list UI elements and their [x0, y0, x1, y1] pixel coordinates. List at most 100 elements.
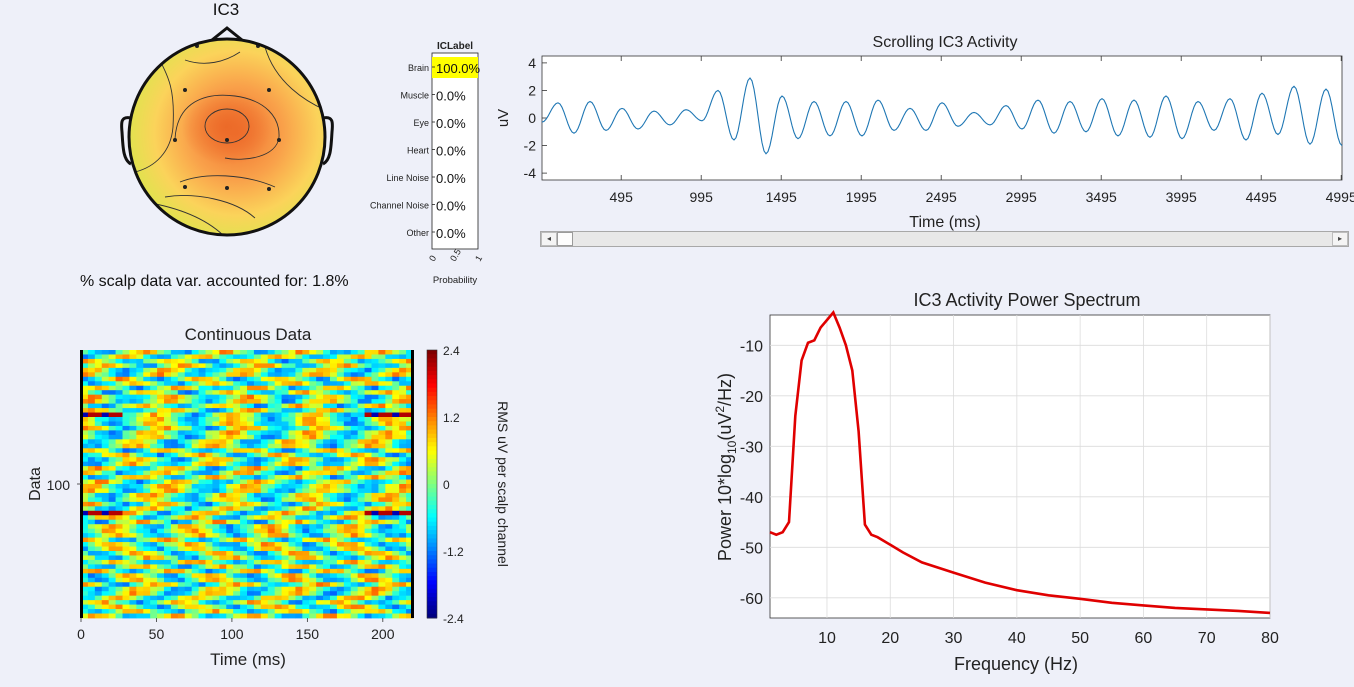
heatmap-cell [295, 568, 303, 574]
heatmap-cell [260, 577, 269, 583]
heatmap-cell [143, 533, 151, 538]
heatmap-cell [323, 533, 331, 538]
heatmap-cell [281, 452, 289, 458]
heatmap-cell [136, 488, 144, 494]
scroll-thumb[interactable] [557, 232, 573, 246]
heatmap-cell [288, 497, 296, 503]
heatmap-cell [212, 412, 220, 418]
heatmap-cell [385, 492, 393, 498]
heatmap-cell [260, 350, 269, 355]
heatmap-cell [323, 457, 331, 463]
colorbar-segment [427, 555, 437, 560]
spectrum-xtick-label: 30 [945, 630, 963, 647]
heatmap-cell [164, 484, 172, 489]
heatmap-cell [336, 358, 345, 364]
heatmap-cell [164, 376, 172, 382]
heatmap-cell [399, 430, 407, 436]
heatmap-cell [164, 430, 172, 436]
heatmap-cell [129, 461, 137, 467]
heatmap-cell [330, 350, 338, 355]
heatmap-cell [274, 367, 282, 373]
heatmap-cell [323, 488, 331, 494]
heatmap-cell [406, 582, 414, 588]
heatmap-cell [330, 528, 338, 534]
heatmap-cell [136, 448, 144, 454]
heatmap-cell [399, 417, 407, 422]
heatmap-cell [281, 613, 289, 619]
heatmap-cell [219, 528, 227, 534]
scroll-right-button[interactable]: ▸ [1332, 232, 1348, 246]
heatmap-cell [177, 417, 186, 422]
time-scrollbar[interactable]: ◂ ▸ [540, 231, 1349, 247]
heatmap-cell [143, 376, 151, 382]
colorbar-outline [426, 349, 438, 619]
heatmap-cell [233, 600, 241, 605]
iclabel-brain-bar [432, 57, 478, 78]
heatmap-cell [281, 533, 289, 538]
heatmap-cell [336, 528, 345, 534]
iclabel-category-2: Eye [413, 118, 429, 128]
heatmap-cell [198, 573, 206, 579]
heatmap-cell [350, 568, 359, 574]
heatmap-cell [288, 533, 296, 538]
heatmap-cell [226, 492, 234, 498]
heatmap-cell [392, 591, 400, 597]
heatmap-cell [150, 430, 158, 436]
heatmap-cell [212, 586, 220, 592]
heatmap-cell [87, 461, 96, 467]
heatmap-cell [281, 546, 289, 552]
heatmap-cell [240, 488, 248, 494]
heatmap-cell [157, 434, 165, 440]
heatmap-cell [260, 528, 269, 534]
heatmap-cell [143, 439, 151, 445]
heatmap-cell [240, 586, 248, 592]
heatmap-cell [115, 577, 123, 583]
heatmap-cell [309, 367, 317, 373]
heatmap-cell [150, 354, 158, 360]
heatmap-cell [274, 564, 282, 570]
heatmap-cell [226, 399, 234, 404]
heatmap-cell [212, 475, 220, 480]
heatmap-cell [406, 524, 414, 530]
heatmap-cell [399, 399, 407, 404]
heatmap-cell [94, 367, 103, 373]
heatmap-cell [357, 524, 365, 530]
heatmap-cell [267, 551, 276, 556]
heatmap-cell [330, 604, 338, 610]
heatmap-cell [288, 403, 296, 409]
heatmap-cell [164, 434, 172, 440]
heatmap-cell [164, 600, 172, 605]
heatmap-cell [247, 425, 255, 431]
scroll-left-button[interactable]: ◂ [541, 232, 557, 246]
heatmap-cell [87, 600, 96, 605]
heatmap-cell [177, 595, 186, 601]
heatmap-cell [316, 533, 324, 538]
heatmap-cell [184, 358, 193, 364]
heatmap-cell [253, 582, 262, 588]
heatmap-cell [247, 582, 255, 588]
heatmap-cell [129, 466, 137, 471]
heatmap-cell [212, 448, 220, 454]
heatmap-cell [143, 430, 151, 436]
heatmap-cell [392, 443, 400, 449]
heatmap-cell [378, 546, 386, 552]
heatmap-cell [81, 510, 89, 516]
heatmap-cell [399, 376, 407, 382]
heatmap-cell [357, 501, 365, 507]
heatmap-cell [364, 501, 372, 507]
heatmap-cell [371, 430, 379, 436]
heatmap-cell [219, 524, 227, 530]
colorbar-segment [427, 597, 437, 602]
heatmap-cell [302, 577, 310, 583]
heatmap-cell [233, 475, 241, 480]
colorbar-segment [427, 458, 437, 464]
heatmap-cell [136, 457, 144, 463]
heatmap-cell [143, 408, 151, 413]
heatmap-cell [330, 470, 338, 476]
heatmap-cell [295, 439, 303, 445]
heatmap-cell [94, 439, 103, 445]
heatmap-cell [94, 425, 103, 431]
heatmap-cell [357, 425, 365, 431]
heatmap-cell [212, 604, 220, 610]
heatmap-cell [122, 564, 130, 570]
